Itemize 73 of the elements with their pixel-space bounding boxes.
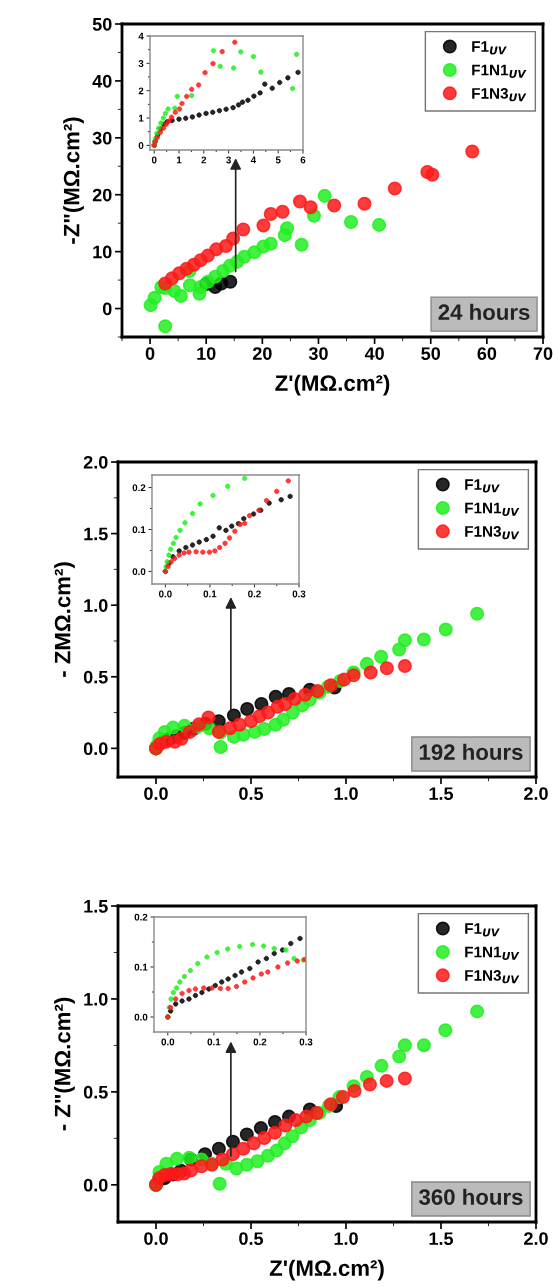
y-tick-label: 0.1	[134, 963, 148, 971]
y-tick-label: 0.0	[132, 568, 146, 576]
y-tick-label: 0.5	[83, 670, 108, 684]
y-tick-label: 0.5	[83, 1085, 108, 1099]
y-tick-label: 40	[92, 74, 112, 88]
y-tick-label: 2.0	[83, 455, 108, 469]
y-tick-label: 2	[138, 87, 144, 95]
x-tick-label: 0.0	[161, 1038, 175, 1046]
y-axis-title: -Z"(MΩ.cm²)	[63, 117, 84, 244]
x-tick-label: 1.5	[429, 787, 454, 800]
x-tick-label: 0.3	[299, 1038, 313, 1046]
legend-label: F1N1$_{UV}$	[465, 502, 520, 516]
annotation: 192 hours	[419, 743, 523, 761]
x-tick-label: 1.0	[334, 787, 358, 800]
y-tick-label: 0.0	[134, 1013, 148, 1021]
x-tick-label: 2	[201, 156, 207, 164]
x-tick-label: 1	[176, 156, 182, 164]
y-tick-label: 30	[92, 131, 112, 145]
y-tick-label: 0.0	[83, 742, 108, 756]
x-tick-label: 1.5	[429, 1232, 454, 1245]
x-tick-label: 0.5	[239, 1232, 264, 1245]
x-tick-label: 70	[533, 347, 553, 360]
legend-label: F1N3$_{UV}$	[465, 970, 520, 984]
y-tick-label: 4	[138, 32, 144, 40]
x-tick-label: 2.0	[524, 787, 548, 800]
x-tick-label: 60	[477, 347, 497, 360]
y-tick-label: 0	[102, 302, 112, 316]
y-tick-label: 20	[92, 188, 112, 202]
y-tick-label: 3	[138, 60, 144, 67]
legend-label: F1$_{UV}$	[465, 923, 500, 937]
y-tick-label: 50	[92, 17, 112, 31]
x-axis-title: Z'(MΩ.cm²)	[269, 1259, 384, 1281]
y-tick-label: 0	[138, 142, 144, 149]
annotation: 24 hours	[438, 303, 530, 321]
y-tick-label: 0.2	[134, 913, 148, 921]
x-tick-label: 50	[421, 347, 441, 360]
y-tick-label: 1.5	[84, 527, 108, 541]
y-tick-label: 1.0	[84, 599, 108, 612]
x-tick-label: 20	[252, 347, 272, 360]
x-tick-label: 10	[197, 347, 216, 360]
y-axis-title: - ZMΩ.cm²)	[54, 562, 75, 677]
x-tick-label: 2.0	[524, 1232, 548, 1245]
legend-label: F1N1$_{UV}$	[472, 64, 527, 78]
x-tick-label: 0.0	[158, 590, 172, 598]
x-tick-label: 0.5	[239, 787, 264, 800]
x-tick-label: 1.0	[334, 1232, 358, 1245]
x-tick-label: 0.1	[203, 590, 217, 598]
x-tick-label: 6	[300, 156, 306, 164]
x-tick-label: 5	[275, 156, 281, 164]
x-tick-label: 30	[308, 347, 328, 361]
x-tick-label: 0.2	[253, 1038, 267, 1046]
y-tick-label: 1.5	[84, 900, 108, 913]
y-tick-label: 0.0	[83, 1178, 108, 1192]
x-tick-label: 40	[364, 347, 384, 360]
annotation: 360 hours	[419, 1188, 523, 1205]
y-tick-label: 0.1	[132, 526, 146, 534]
x-tick-label: 0.3	[292, 590, 306, 598]
x-tick-label: 0.2	[248, 590, 261, 598]
x-axis-title: Z'(MΩ.cm²)	[275, 374, 390, 396]
legend-label: F1N3$_{UV}$	[472, 88, 527, 102]
y-tick-label: 1	[138, 114, 144, 122]
y-tick-label: 0.2	[132, 484, 146, 492]
legend-label: F1N1$_{UV}$	[465, 946, 520, 960]
x-tick-label: 0	[151, 156, 157, 164]
x-tick-label: 3	[226, 156, 231, 164]
y-tick-label: 10	[93, 245, 112, 259]
y-tick-label: 1.0	[84, 992, 108, 1006]
legend-label: F1$_{UV}$	[465, 479, 500, 493]
x-tick-label: 0.1	[207, 1038, 221, 1046]
legend-label: F1N3$_{UV}$	[465, 526, 520, 540]
legend-label: F1$_{UV}$	[472, 41, 507, 55]
y-axis-title: - Z"(MΩ.cm²)	[54, 997, 75, 1131]
x-tick-label: 4	[250, 156, 257, 164]
